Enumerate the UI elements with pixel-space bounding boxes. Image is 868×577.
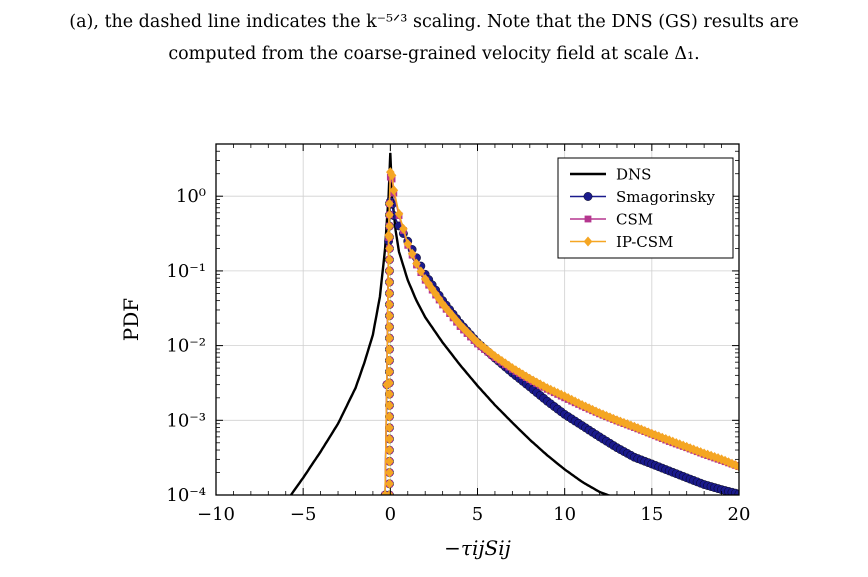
data-point [385, 400, 394, 411]
data-point [583, 192, 593, 201]
data-point [385, 389, 394, 400]
series-ip-csm [380, 167, 739, 495]
y-tick-label: 10⁻³ [166, 410, 206, 431]
caption-line-2: computed from the coarse-grained velocit… [168, 44, 700, 64]
data-point [535, 379, 545, 390]
data-point [671, 437, 681, 448]
data-point [595, 408, 604, 419]
data-point [387, 170, 397, 181]
data-point [532, 377, 542, 388]
caption-line-1: (a), the dashed line indicates the k⁻⁵ᐟ³… [69, 12, 799, 32]
data-point [480, 343, 489, 354]
data-point [403, 238, 413, 249]
data-point [385, 433, 394, 444]
data-point [399, 223, 408, 234]
data-point [703, 449, 712, 460]
data-point [416, 266, 426, 277]
data-point [385, 344, 394, 355]
data-point [385, 299, 394, 310]
legend-label: CSM [616, 211, 653, 229]
x-tick-label: 15 [640, 504, 663, 525]
data-point [385, 456, 394, 467]
data-point [563, 392, 573, 403]
data-point [720, 455, 730, 466]
data-point [385, 232, 394, 243]
data-point [385, 490, 394, 495]
series-layer [290, 152, 739, 495]
series-dns [290, 152, 612, 495]
data-point [445, 307, 454, 318]
data-point [385, 366, 394, 377]
x-tick-label: −10 [197, 504, 235, 525]
legend-label: DNS [616, 166, 651, 184]
data-point [407, 248, 417, 259]
data-point [581, 401, 590, 412]
data-point [612, 415, 622, 426]
legend-label: Smagorinsky [616, 188, 715, 206]
x-tick-label: 20 [728, 504, 751, 525]
y-tick-label: 10⁻² [166, 336, 206, 357]
data-point [518, 369, 528, 380]
data-point [385, 333, 394, 344]
legend: DNS Smagorinsky CSM IP-CSM [557, 157, 734, 259]
data-point [385, 377, 394, 388]
y-tick-label: 10⁻⁴ [166, 485, 206, 506]
data-point [657, 432, 667, 443]
legend-label: IP-CSM [616, 233, 673, 251]
data-point [584, 215, 592, 223]
tick-labels: −10 −5 0 5 10 15 20 10⁻⁴ 10⁻³ 10⁻² 10⁻¹ 10⁰ [166, 186, 750, 525]
data-point [385, 209, 394, 220]
data-point [385, 254, 394, 265]
x-tick-label: 10 [553, 504, 576, 525]
data-point [717, 454, 726, 465]
x-tick-label: 0 [385, 504, 396, 525]
y-tick-label: 10⁻¹ [166, 261, 206, 282]
data-point [448, 311, 458, 322]
x-axis-label: −τijSij [444, 536, 511, 560]
data-point [385, 422, 394, 433]
data-point [385, 310, 394, 321]
data-point [640, 425, 650, 436]
data-point [385, 355, 394, 366]
x-tick-label: 5 [472, 504, 483, 525]
data-point [626, 420, 636, 431]
data-point [675, 439, 685, 450]
y-axis-label: PDF [119, 298, 143, 341]
tick-layer [215, 143, 740, 496]
data-point [490, 351, 500, 362]
data-point [389, 185, 399, 196]
data-point [385, 198, 394, 209]
data-point [644, 427, 653, 438]
data-point [385, 478, 394, 489]
data-point [385, 277, 394, 288]
x-tick-label: −5 [290, 504, 317, 525]
data-point [452, 315, 461, 326]
data-point [689, 444, 698, 455]
series-line [290, 152, 612, 495]
data-point [549, 386, 559, 397]
data-point [385, 321, 394, 332]
data-point [385, 265, 394, 276]
data-point [385, 288, 394, 299]
data-point [385, 445, 394, 456]
y-tick-label: 10⁰ [176, 186, 206, 207]
data-point [385, 221, 394, 232]
data-point [734, 461, 739, 472]
data-point [385, 243, 394, 254]
data-point [487, 348, 496, 359]
data-point [385, 411, 394, 422]
data-point [385, 467, 394, 478]
data-point [567, 394, 576, 405]
data-point [483, 345, 493, 356]
data-point [441, 303, 451, 314]
data-point [412, 258, 421, 269]
data-point [583, 236, 593, 247]
data-point [394, 208, 404, 219]
